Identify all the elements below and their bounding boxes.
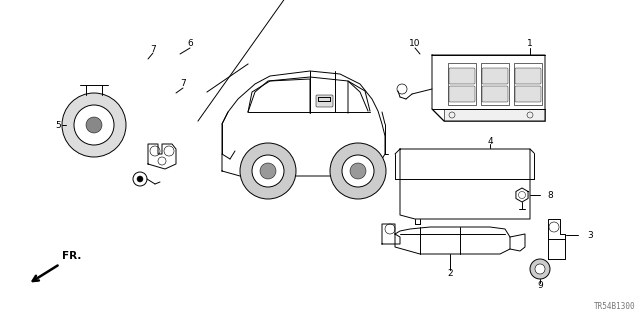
Circle shape (86, 117, 102, 133)
Circle shape (330, 143, 386, 199)
FancyBboxPatch shape (316, 95, 333, 107)
Circle shape (137, 176, 143, 182)
Text: 6: 6 (187, 40, 193, 48)
Circle shape (74, 105, 114, 145)
FancyBboxPatch shape (515, 68, 541, 84)
FancyBboxPatch shape (482, 86, 508, 102)
Circle shape (240, 143, 296, 199)
Circle shape (62, 93, 126, 157)
Circle shape (260, 163, 276, 179)
FancyBboxPatch shape (482, 68, 508, 84)
Text: 4: 4 (487, 137, 493, 145)
Text: 10: 10 (409, 40, 420, 48)
Circle shape (535, 264, 545, 274)
Text: 5: 5 (55, 121, 61, 130)
FancyBboxPatch shape (449, 86, 475, 102)
Circle shape (350, 163, 366, 179)
FancyBboxPatch shape (449, 68, 475, 84)
Text: 1: 1 (527, 40, 533, 48)
Text: 2: 2 (447, 269, 453, 278)
FancyBboxPatch shape (515, 86, 541, 102)
Text: TR54B1300: TR54B1300 (593, 302, 635, 311)
Text: 7: 7 (180, 79, 186, 88)
Text: 3: 3 (587, 231, 593, 240)
Circle shape (530, 259, 550, 279)
Text: 8: 8 (547, 190, 553, 199)
Text: 7: 7 (150, 44, 156, 54)
Text: FR.: FR. (62, 251, 81, 261)
Circle shape (342, 155, 374, 187)
Circle shape (252, 155, 284, 187)
FancyBboxPatch shape (444, 109, 545, 121)
Text: 9: 9 (537, 281, 543, 291)
